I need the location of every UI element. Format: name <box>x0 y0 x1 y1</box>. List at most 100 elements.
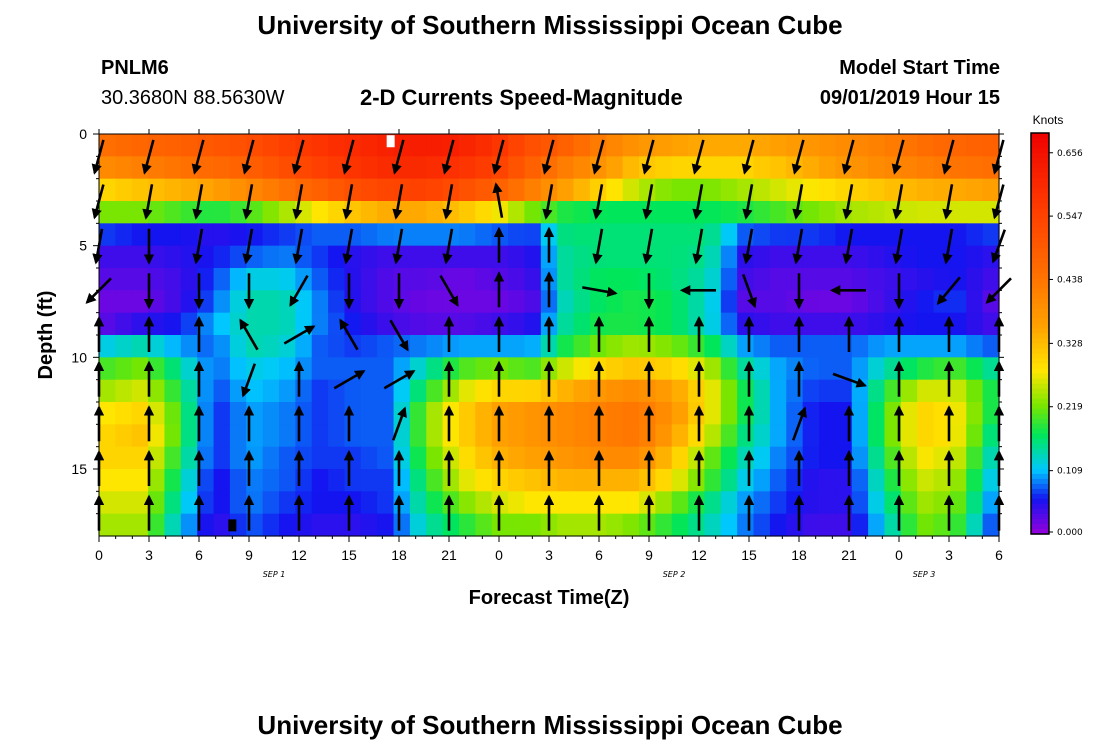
heatmap-cell <box>164 424 182 448</box>
heatmap-cell <box>459 134 476 157</box>
heatmap-cell <box>851 446 869 470</box>
colorbar-segment <box>1031 188 1049 194</box>
current-arrow <box>642 184 654 220</box>
heatmap-cell <box>115 335 133 358</box>
current-arrow <box>333 370 366 390</box>
current-arrow <box>841 139 855 175</box>
heatmap-cell <box>99 469 116 492</box>
heatmap-cell <box>344 223 362 247</box>
heatmap-cell <box>344 290 362 314</box>
heatmap-cell <box>115 491 133 515</box>
heatmap-cell <box>409 268 427 291</box>
heatmap-cell <box>655 491 673 515</box>
heatmap-cell <box>671 513 689 537</box>
heatmap-cell <box>868 446 886 470</box>
colorbar-tick-label: 0.109 <box>1057 467 1083 477</box>
colorbar-segment <box>1031 423 1049 430</box>
heatmap-cell <box>802 402 820 425</box>
heatmap-cell <box>409 469 427 492</box>
heatmap-cell <box>409 379 427 403</box>
heatmap-cell <box>557 469 575 492</box>
heatmap-cell <box>835 156 853 180</box>
colorbar-segment <box>1031 438 1049 445</box>
heatmap-cell <box>262 268 280 291</box>
heatmap-cell <box>917 245 935 269</box>
heatmap-cell <box>769 290 787 314</box>
heatmap-cell <box>753 156 771 180</box>
heatmap-cell <box>131 268 149 291</box>
heatmap-cell <box>917 178 935 202</box>
heatmap-cell <box>180 379 198 403</box>
heatmap-cell <box>933 290 951 314</box>
current-arrow <box>792 228 804 265</box>
heatmap-cell <box>622 245 640 269</box>
heatmap-cell <box>704 312 722 336</box>
x-tick-label: 3 <box>145 547 153 563</box>
heatmap-cell <box>884 379 902 403</box>
heatmap-cell <box>720 134 738 157</box>
heatmap-cell <box>949 134 967 157</box>
colorbar-segment <box>1031 223 1049 229</box>
heatmap-cell <box>164 268 182 291</box>
heatmap-cell <box>769 201 787 224</box>
current-arrow <box>292 228 304 265</box>
heatmap-cell <box>835 268 853 291</box>
heatmap-cell <box>99 335 116 358</box>
heatmap-cell <box>933 513 951 537</box>
heatmap-cell <box>753 513 771 537</box>
heatmap-cell <box>933 424 951 448</box>
colorbar-tick-label: 0.547 <box>1057 212 1083 222</box>
heatmap-cell <box>360 245 378 269</box>
heatmap-cell <box>213 513 231 537</box>
heatmap-cell <box>622 156 640 180</box>
heatmap-cell <box>311 469 329 492</box>
heatmap-cell <box>835 134 853 157</box>
heatmap-cell <box>262 513 280 537</box>
heatmap-cell <box>900 469 918 492</box>
heatmap-cell <box>949 201 967 224</box>
heatmap-cell <box>524 402 542 425</box>
heatmap-cell <box>442 402 460 425</box>
top-title: University of Southern Mississippi Ocean… <box>257 10 843 40</box>
heatmap-cell <box>933 469 951 492</box>
heatmap-cell <box>622 357 640 381</box>
heatmap-cell <box>262 357 280 381</box>
heatmap-cell <box>426 156 444 180</box>
heatmap-cell <box>933 268 951 291</box>
heatmap-cell <box>868 290 886 314</box>
heatmap-cell <box>442 245 460 269</box>
heatmap-cell <box>900 335 918 358</box>
heatmap-cell <box>982 312 1000 336</box>
heatmap-cell <box>949 245 967 269</box>
heatmap-cell <box>148 491 166 515</box>
colorbar-segment <box>1031 293 1049 300</box>
current-arrow <box>492 182 504 218</box>
heatmap-cell <box>99 178 116 202</box>
heatmap-cell <box>900 268 918 291</box>
heatmap-cell <box>819 290 836 314</box>
heatmap-cell <box>426 178 444 202</box>
colorbar-segment <box>1031 193 1049 199</box>
heatmap-cell <box>426 268 444 291</box>
heatmap-cell <box>704 513 722 537</box>
heatmap-cell <box>671 156 689 180</box>
heatmap-cell <box>786 312 804 336</box>
heatmap-cell <box>606 402 624 425</box>
heatmap-cell <box>99 491 116 515</box>
heatmap-cell <box>966 424 984 448</box>
heatmap-cell <box>409 513 427 537</box>
model-start-value: 09/01/2019 Hour 15 <box>819 87 1000 109</box>
heatmap-cell <box>688 357 706 381</box>
heatmap-cell <box>949 357 967 381</box>
heatmap-cell <box>344 268 362 291</box>
heatmap-cell <box>900 178 918 202</box>
heatmap-cell <box>344 513 362 537</box>
heatmap-cell <box>786 379 804 403</box>
heatmap-cell <box>900 223 918 247</box>
heatmap-cell <box>262 156 280 180</box>
heatmap-cell <box>704 424 722 448</box>
heatmap-cell <box>671 491 689 515</box>
heatmap-cell <box>311 446 329 470</box>
heatmap-cell <box>868 335 886 358</box>
heatmap-cell <box>508 245 526 269</box>
